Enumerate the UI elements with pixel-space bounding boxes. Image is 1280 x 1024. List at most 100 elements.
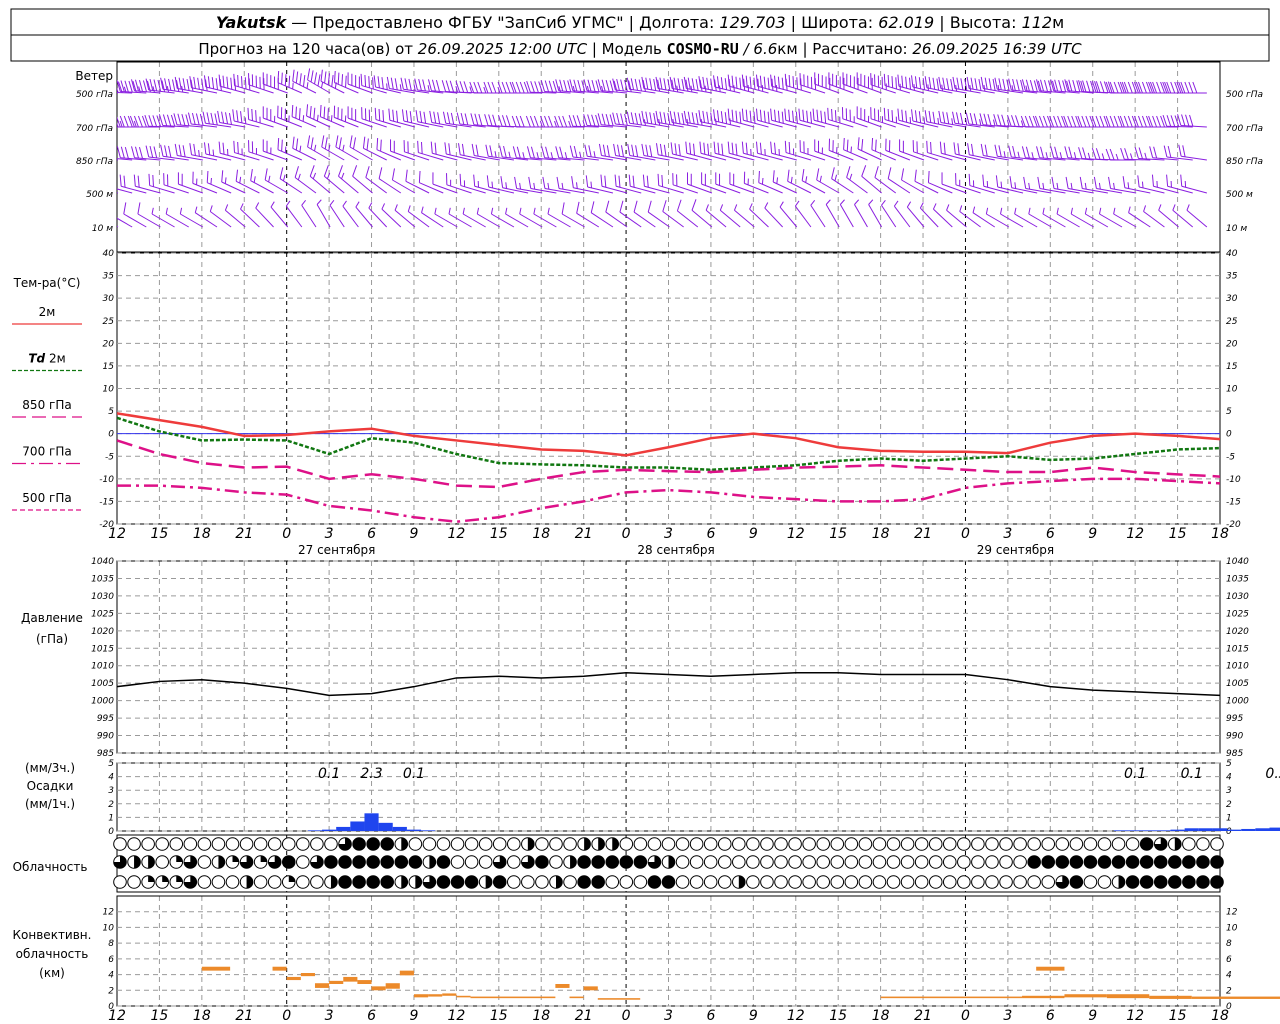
wind-barb-half-flag [301, 199, 306, 206]
cloud-symbol [521, 855, 535, 869]
wind-barb-flag [1071, 115, 1077, 128]
cloud-symbol [816, 837, 831, 851]
cloud-symbol [563, 837, 577, 851]
cloud-circle [619, 875, 634, 889]
cloud-symbol [296, 875, 310, 889]
wind-barb-half-flag [355, 201, 360, 208]
wind-barb-flag [767, 77, 770, 90]
wind-barb [670, 142, 698, 161]
wind-barb-staff [687, 183, 713, 194]
wind-barb-flag [405, 169, 408, 182]
wind-barb-flag [137, 202, 141, 215]
wind-barb-flag [509, 81, 515, 94]
wind-barb-staff [329, 205, 345, 228]
wind-barb-flag [153, 79, 158, 92]
wind-barb-flag [924, 110, 928, 122]
wind-barb [968, 173, 995, 194]
wind-barb-half-flag [497, 86, 501, 94]
wind-barb-half-flag [979, 119, 982, 126]
wind-barb-staff [743, 152, 769, 161]
wind-barb-staff [927, 152, 953, 161]
cloud-symbol [1196, 875, 1210, 889]
wind-barb-staff [969, 87, 995, 94]
wind-barb [1137, 175, 1165, 194]
y-tick-label-left: 1030 [91, 592, 114, 602]
wind-barb-flag [630, 112, 635, 124]
wind-barb-staff [946, 209, 967, 228]
wind-barb-half-flag [268, 175, 271, 183]
y-tick-label-right: -5 [1226, 452, 1235, 462]
wind-barb-flag [1023, 176, 1027, 189]
wind-barb-staff [191, 87, 218, 94]
wind-barb-staff [120, 90, 147, 94]
cloud-circle [689, 875, 704, 889]
wind-barb-flag [166, 114, 172, 127]
cloud-fill-full [352, 855, 366, 869]
wind-barb [209, 205, 232, 228]
wind-barb [361, 107, 387, 128]
cloud-symbol [422, 875, 437, 889]
cloud-symbol [1125, 837, 1140, 851]
x-tick-label-temp: 6 [367, 526, 376, 542]
wind-barb-staff [1158, 209, 1179, 228]
wind-barb-staff [1181, 155, 1207, 161]
wind-barb-flag [846, 139, 849, 152]
wind-barb [1065, 176, 1094, 194]
wind-barb-staff [734, 209, 755, 228]
wind-barb-flag [749, 76, 752, 89]
wind-barb-half-flag [839, 199, 845, 205]
wind-barb [500, 176, 529, 194]
conv-segment [880, 996, 1023, 999]
wind-barb-flag [558, 115, 564, 128]
wind-barb-flag [291, 104, 294, 117]
wind-barb-staff [857, 117, 882, 128]
wind-barb-staff [505, 213, 529, 228]
wind-barb-staff [1068, 187, 1094, 194]
wind-barb [1021, 79, 1052, 94]
wind-barb [816, 168, 840, 194]
wind-barb-flag [1103, 115, 1109, 128]
wind-barb-flag [745, 142, 748, 155]
wind-barb-staff [969, 154, 995, 161]
wind-barb-half-flag [749, 203, 753, 210]
wind-barb-flag [161, 80, 166, 92]
cloud-symbol [774, 855, 788, 869]
wind-barb-staff [446, 153, 472, 161]
wind-barb [476, 207, 501, 228]
wind-barb-flag [320, 69, 323, 82]
wind-barb-flag [307, 68, 311, 81]
x-tick-label-bottom: 9 [1088, 1008, 1097, 1024]
wind-barb [421, 206, 444, 228]
x-tick-label-temp: 0 [622, 526, 631, 542]
cloud-fill-half [668, 855, 675, 869]
conv-segment [1022, 995, 1065, 999]
wind-barb [151, 207, 175, 228]
wind-barb-flag [988, 78, 992, 90]
wind-barb-flag [874, 166, 879, 178]
wind-barb-flag [281, 72, 283, 85]
wind-barb [906, 201, 925, 228]
wind-barb-staff [919, 207, 939, 228]
wind-barb-flag [657, 79, 661, 92]
cloud-symbol [563, 855, 577, 869]
cloud-fill-quarter [176, 875, 183, 882]
wind-barb-flag [612, 78, 616, 91]
wind-barb-flag [1145, 81, 1151, 94]
cloud-symbol [802, 837, 816, 851]
wind-barb-half-flag [1003, 151, 1006, 158]
wind-barb-half-flag [1084, 182, 1087, 190]
cloud-symbol [858, 855, 873, 869]
cloud-fill-half [401, 875, 408, 889]
wind-barb-staff [434, 213, 458, 228]
wind-barb-flag [1008, 78, 1012, 91]
x-tick-label-temp: 12 [108, 526, 126, 542]
wind-barb-flag [609, 114, 614, 126]
wind-barb-flag [576, 115, 582, 127]
cloud-circle [1083, 875, 1098, 889]
cloud-fill-full [338, 875, 352, 889]
wind-barb-flag [938, 110, 942, 123]
cloud-symbol [689, 855, 704, 869]
cloud-fill-three-quarter [521, 855, 535, 869]
y-tick-label-right: 1000 [1226, 697, 1249, 707]
cloud-symbol [661, 855, 676, 869]
